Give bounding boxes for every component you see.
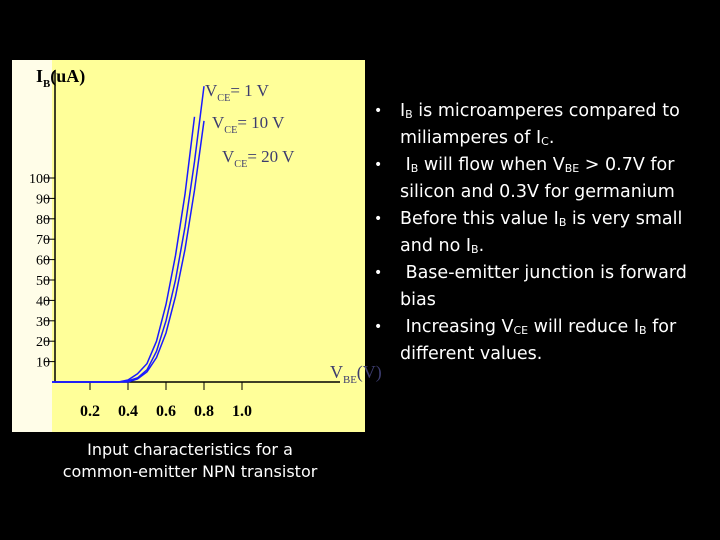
y-tick-label: 80 [36, 213, 50, 228]
caption: Input characteristics for a [87, 440, 293, 459]
axis-strip [12, 60, 52, 432]
series-line [52, 120, 205, 383]
bullet-text: Base-emitter junction is forward bias [400, 263, 693, 310]
y-tick-label: 50 [36, 274, 50, 289]
bullet-text: I [400, 155, 411, 175]
y-tick-label: 60 [36, 254, 50, 269]
y-axis-label-main: I [36, 66, 43, 86]
x-tick-label: 0.6 [156, 403, 176, 420]
x-tick-label: 0.8 [194, 403, 214, 420]
y-tick-label: 20 [36, 335, 50, 350]
y-tick-label: 30 [36, 315, 50, 330]
y-tick-label: 100 [29, 172, 50, 187]
bullet-text: . [548, 128, 555, 148]
subscript: B [639, 324, 647, 337]
bullet: Before this value IB is very small and n… [368, 206, 713, 260]
bullet: Increasing VCE will reduce IB for differ… [368, 314, 713, 368]
legend-label: VCE= 1 V [205, 81, 270, 104]
bullet-text: I [400, 101, 406, 121]
bullet: IB is microamperes compared to miliamper… [368, 98, 713, 152]
subscript: C [541, 135, 549, 148]
x-tick-label: 0.2 [80, 403, 100, 420]
legend-label-main: V [212, 113, 225, 132]
subscript: B [405, 108, 413, 121]
bullet-text: for different values. [400, 317, 682, 364]
subscript: B [558, 216, 567, 229]
legend-label-rest: = 20 V [247, 147, 295, 166]
legend-label: VCE= 10 V [212, 113, 285, 136]
bullet-text: is very small and no I [400, 209, 688, 256]
y-tick-label: 90 [36, 192, 50, 207]
bullet-text: Before this value I [400, 209, 559, 229]
caption: common-emitter NPN transistor [63, 462, 318, 481]
legend-label-sub: CE [224, 125, 237, 136]
bullet-text: Increasing V [400, 317, 514, 337]
legend-label-main: V [205, 81, 218, 100]
y-axis-label: IB(uA) [36, 66, 85, 90]
legend-label: VCE= 20 V [222, 147, 295, 170]
x-tick-label: 1.0 [232, 403, 252, 420]
y-tick-label: 10 [36, 356, 50, 371]
y-axis-label-sub: B [43, 78, 50, 90]
y-tick-label: 40 [36, 294, 50, 309]
legend-label-sub: CE [234, 159, 247, 170]
bullet-list: IB is microamperes compared to miliamper… [368, 98, 713, 368]
legend-label-rest: = 10 V [237, 113, 285, 132]
subscript: CE [513, 324, 529, 337]
bullet: IB will flow when VBE > 0.7V for silicon… [368, 152, 713, 206]
x-axis-label-sub: BE [343, 374, 357, 386]
x-tick-label: 0.4 [118, 403, 138, 420]
subscript: BE [564, 162, 580, 175]
bullet-text: > 0.7V for silicon and 0.3V for germaniu… [400, 155, 681, 202]
bullet-text: will flow when V [418, 155, 565, 175]
legend-label-main: V [222, 147, 235, 166]
y-tick-label: 70 [36, 233, 50, 248]
subscript: B [471, 243, 479, 256]
bullet-text: . [478, 236, 485, 256]
subscript: B [410, 162, 419, 175]
plot-background [12, 60, 365, 432]
bullet-text: is microamperes compared to miliamperes … [400, 101, 686, 148]
bullet: Base-emitter junction is forward bias [368, 260, 713, 314]
y-axis-label-rest: (uA) [50, 66, 85, 87]
x-axis-label-main: V [330, 362, 343, 382]
legend-label-rest: = 1 V [230, 81, 269, 100]
bullet-text: will reduce I [528, 317, 640, 337]
legend-label-sub: CE [217, 93, 230, 104]
